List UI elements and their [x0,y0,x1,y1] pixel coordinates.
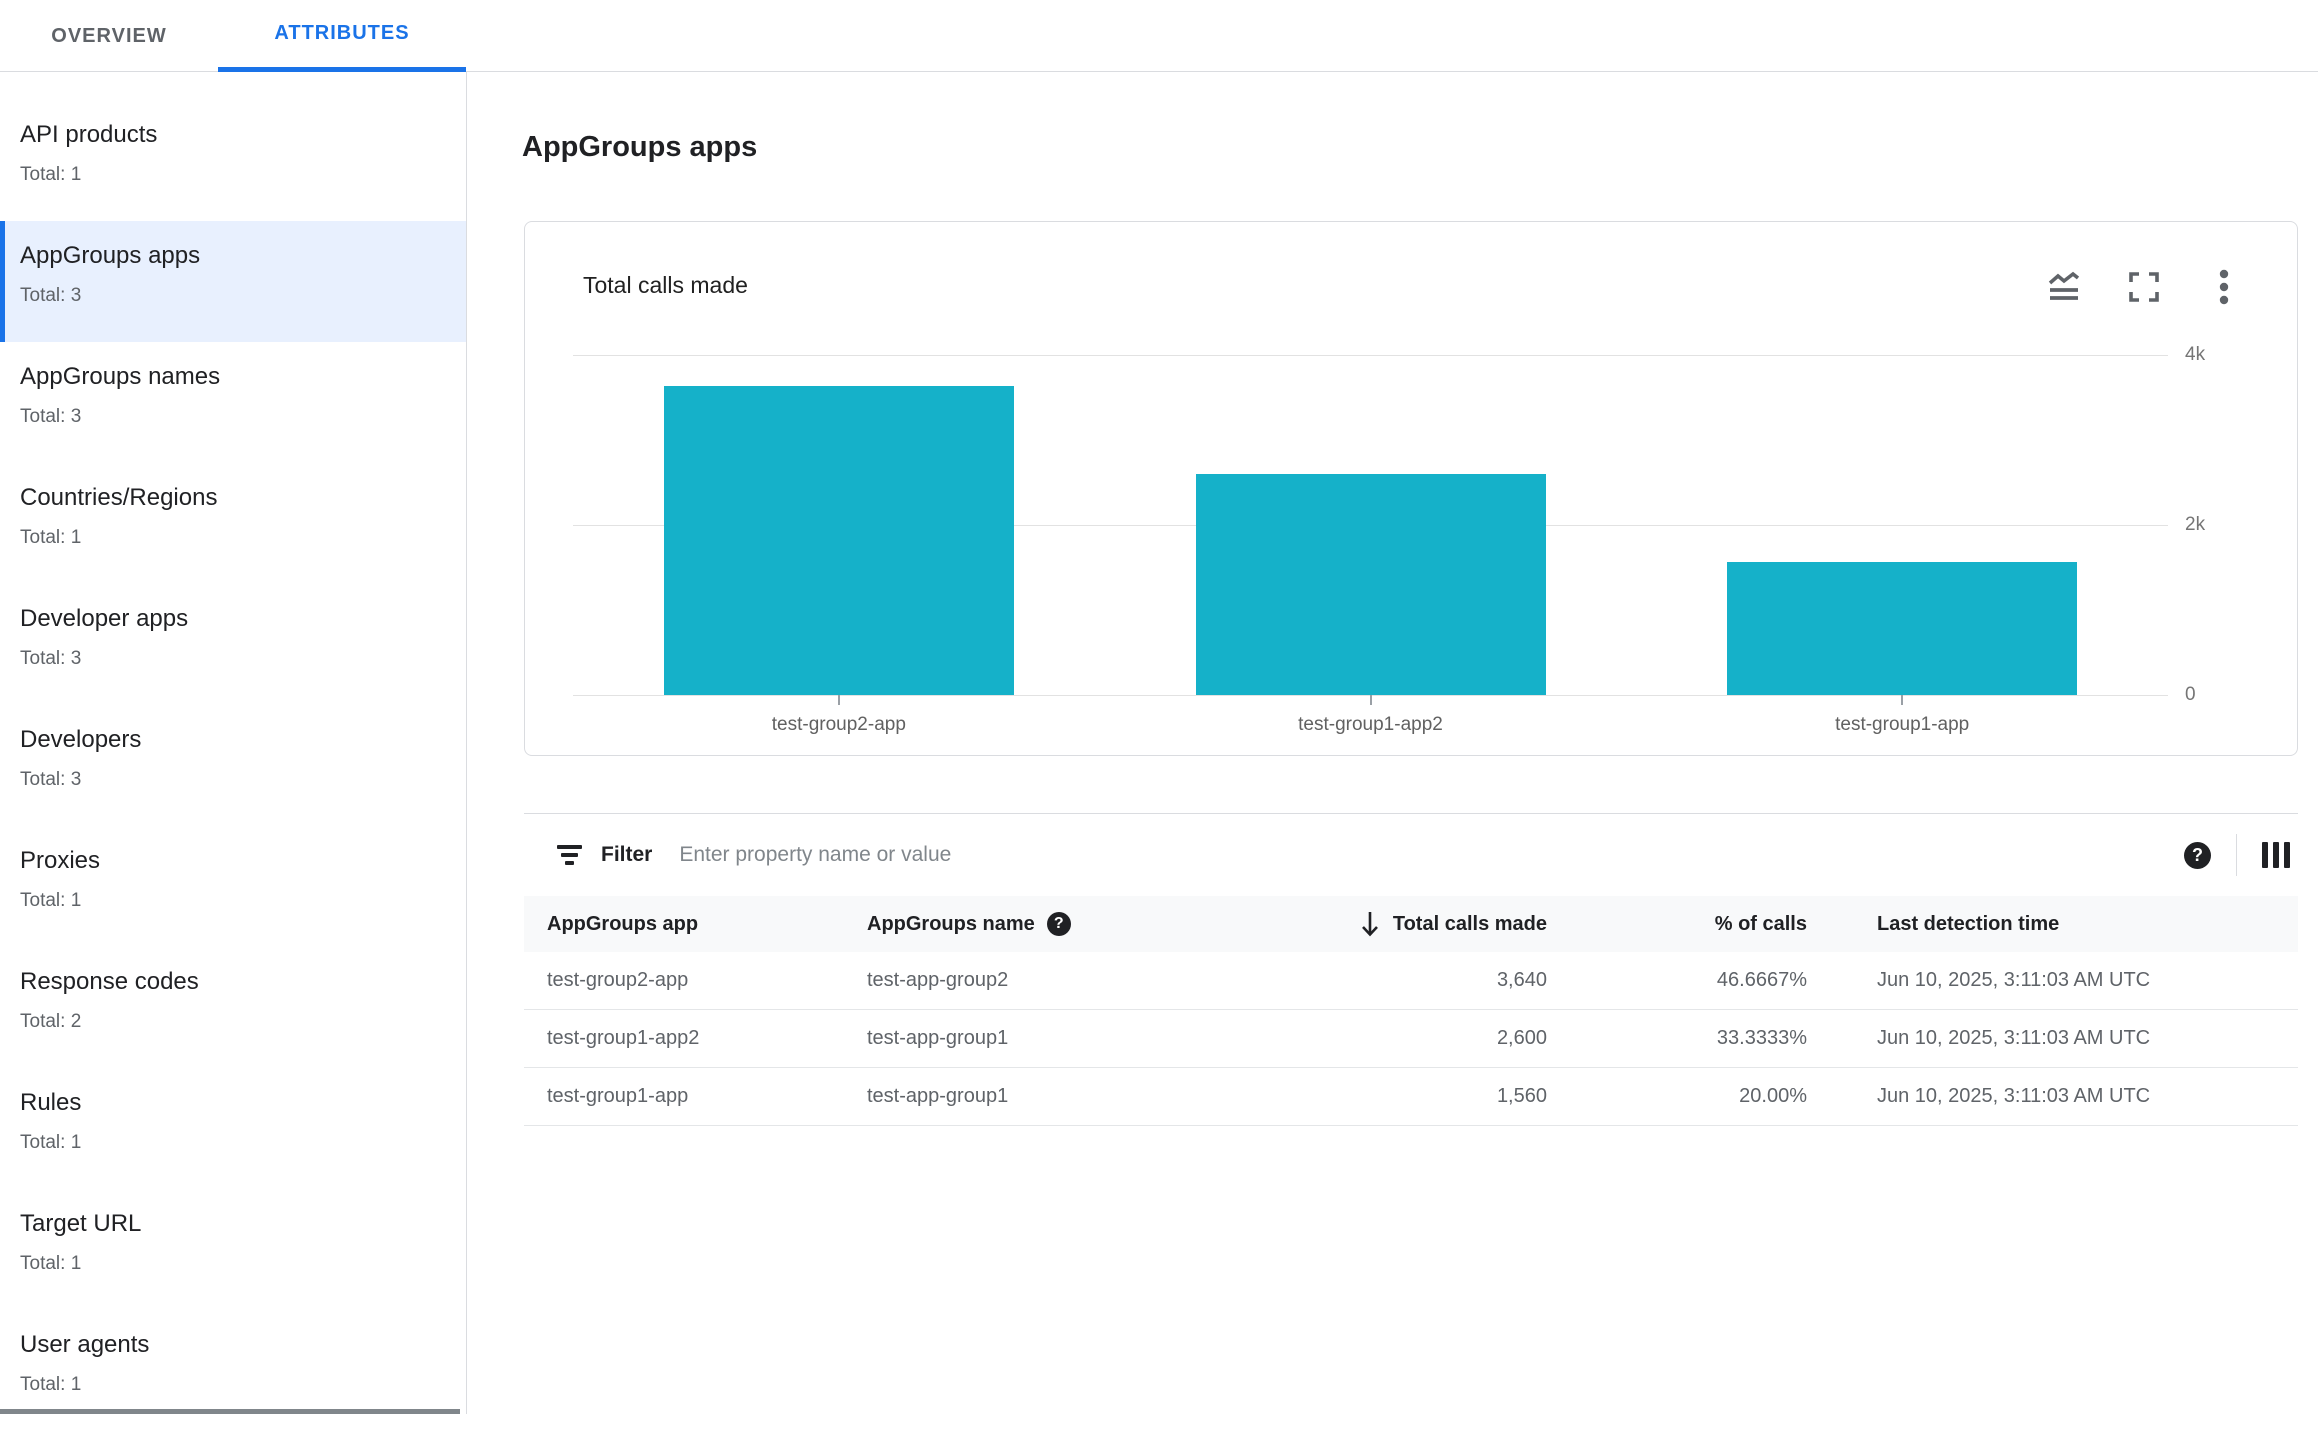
filter-input[interactable] [679,843,2184,867]
cell-total-calls: 3,640 [1496,969,1547,991]
filter-icon [557,845,582,865]
main-content: AppGroups apps Total calls made [467,72,2318,1414]
filter-label: Filter [601,843,653,866]
sidebar-item-countries-regions[interactable]: Countries/Regions Total: 1 [0,463,466,584]
column-settings-icon[interactable] [2262,842,2290,868]
sidebar-item-appgroups-apps[interactable]: AppGroups apps Total: 3 [0,221,466,342]
tab-bar: OVERVIEW ATTRIBUTES [0,0,2318,72]
bar-test-group1-app[interactable] [1727,562,2078,695]
cell-appgroups-name: test-app-group2 [867,969,1009,991]
column-header-appgroups-app[interactable]: AppGroups app [547,912,699,935]
bar-test-group1-app2[interactable] [1195,474,1546,695]
sidebar-item-label: Countries/Regions [20,484,218,511]
sidebar-item-label: AppGroups names [20,363,221,390]
sort-descending-icon [1361,911,1379,937]
sidebar-item-label: Rules [20,1089,82,1116]
column-header-last-detection-time[interactable]: Last detection time [1877,912,2060,935]
sidebar-item-total: Total: 1 [20,1374,82,1395]
filter-help-icon[interactable]: ? [2184,841,2211,869]
cell-appgroups-app: test-group2-app [547,969,689,991]
bar-chart-plot [573,355,2168,695]
x-axis-label: test-group2-app [771,714,906,735]
sidebar-item-total: Total: 1 [20,1132,82,1153]
page-title: AppGroups apps [522,131,758,163]
sidebar-item-label: Developer apps [20,605,189,632]
cell-appgroups-name: test-app-group1 [867,1027,1009,1049]
cell-last-detection-time: Jun 10, 2025, 3:11:03 AM UTC [1877,1027,2151,1049]
column-header-appgroups-name[interactable]: AppGroups name ? [867,912,1257,936]
sidebar-item-label: Developers [20,726,142,753]
sidebar-item-api-products[interactable]: API products Total: 1 [0,100,466,221]
cell-pct-of-calls: 20.00% [1739,1085,1807,1107]
sidebar-item-user-agents[interactable]: User agents Total: 1 [0,1310,466,1431]
y-axis-label-2k: 2k [2185,514,2206,535]
cell-appgroups-app: test-group1-app2 [547,1027,700,1049]
more-options-icon[interactable] [2207,269,2241,305]
sidebar-item-label: Target URL [20,1210,142,1237]
column-help-icon[interactable]: ? [1046,912,1071,936]
sidebar-item-total: Total: 1 [20,164,82,185]
cell-pct-of-calls: 33.3333% [1716,1027,1807,1049]
sidebar-item-total: Total: 1 [20,527,82,548]
sidebar-item-total: Total: 3 [20,648,82,669]
bar-test-group2-app[interactable] [663,386,1014,695]
x-axis-label: test-group1-app [1835,714,1970,735]
cell-total-calls: 1,560 [1496,1085,1547,1107]
sidebar-item-developer-apps[interactable]: Developer apps Total: 3 [0,584,466,705]
table-row[interactable]: test-group1-app2 test-app-group1 2,600 3… [524,1010,2298,1068]
sidebar-item-response-codes[interactable]: Response codes Total: 2 [0,947,466,1068]
tab-attributes[interactable]: ATTRIBUTES [218,0,466,72]
column-header-total-calls[interactable]: Total calls made [1257,911,1547,937]
table-header: AppGroups app AppGroups name ? Total cal… [524,896,2298,952]
gridline-4k [573,355,2168,356]
table-filter-bar: Filter ? [524,813,2298,896]
sidebar-item-appgroups-names[interactable]: AppGroups names Total: 3 [0,342,466,463]
cell-total-calls: 2,600 [1496,1027,1547,1049]
sidebar-item-developers[interactable]: Developers Total: 3 [0,705,466,826]
sidebar-item-total: Total: 2 [20,1011,82,1032]
sidebar-item-label: Proxies [20,847,101,874]
attributes-sidebar: API products Total: 1 AppGroups apps Tot… [0,72,467,1414]
cell-appgroups-app: test-group1-app [547,1085,689,1107]
table-row[interactable]: test-group1-app test-app-group1 1,560 20… [524,1068,2298,1126]
cell-appgroups-name: test-app-group1 [867,1085,1009,1107]
x-axis-ticks [573,695,2168,705]
sidebar-item-target-url[interactable]: Target URL Total: 1 [0,1189,466,1310]
table-row[interactable]: test-group2-app test-app-group2 3,640 46… [524,952,2298,1010]
chart-toolbar [2047,269,2241,305]
chart-title: Total calls made [583,272,748,298]
sidebar-scrollbar[interactable] [0,1409,460,1414]
cell-last-detection-time: Jun 10, 2025, 3:11:03 AM UTC [1877,969,2151,991]
sidebar-item-label: API products [20,121,158,148]
sidebar-item-total: Total: 3 [20,285,82,306]
sidebar-item-label: AppGroups apps [20,242,201,269]
toolbar-divider [2236,834,2237,876]
cell-last-detection-time: Jun 10, 2025, 3:11:03 AM UTC [1877,1085,2151,1107]
column-header-pct-of-calls[interactable]: % of calls [1714,912,1807,935]
y-axis-label-0: 0 [2185,684,2196,705]
sidebar-item-total: Total: 1 [20,1253,82,1274]
tab-overview[interactable]: OVERVIEW [51,24,167,47]
sidebar-item-total: Total: 1 [20,890,82,911]
sidebar-item-label: User agents [20,1331,150,1358]
total-calls-chart-card: Total calls made [524,221,2298,756]
sidebar-item-total: Total: 3 [20,769,82,790]
chart-type-icon[interactable] [2047,270,2081,304]
fullscreen-icon[interactable] [2127,270,2161,304]
sidebar-item-total: Total: 3 [20,406,82,427]
cell-pct-of-calls: 46.6667% [1716,969,1807,991]
x-axis-label: test-group1-app2 [1298,714,1443,735]
sidebar-item-rules[interactable]: Rules Total: 1 [0,1068,466,1189]
sidebar-item-proxies[interactable]: Proxies Total: 1 [0,826,466,947]
sidebar-item-label: Response codes [20,968,199,995]
x-axis-labels: test-group2-app test-group1-app2 test-gr… [573,714,2168,736]
y-axis-label-4k: 4k [2185,344,2206,365]
